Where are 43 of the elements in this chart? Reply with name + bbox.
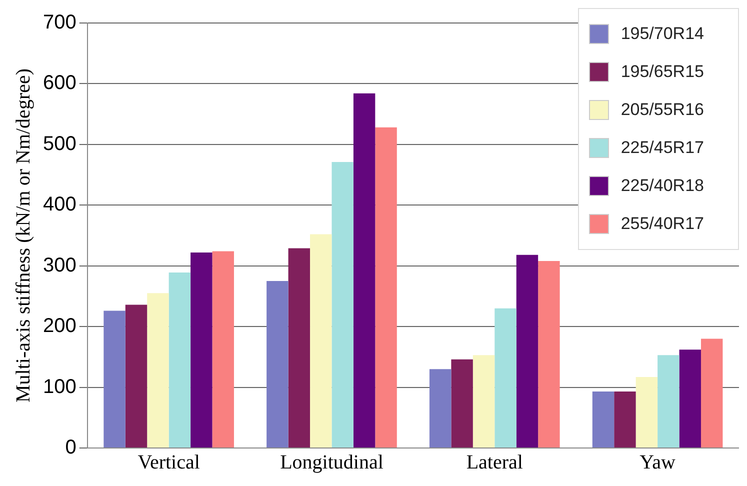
bar	[125, 304, 148, 448]
y-tick-label: 400	[42, 194, 76, 216]
x-tick-label: Lateral	[466, 451, 524, 474]
y-tick-label: 300	[42, 254, 76, 276]
bar	[375, 127, 397, 448]
bar	[472, 355, 495, 448]
bar	[190, 252, 212, 448]
bar	[451, 359, 473, 448]
bar	[516, 254, 538, 448]
y-tick-label: 100	[42, 376, 76, 398]
y-tick-label: 0	[65, 436, 76, 459]
legend-label: 205/55R16	[620, 100, 704, 120]
legend-label: 225/40R18	[620, 176, 704, 196]
legend-label: 225/45R17	[620, 138, 704, 158]
bar	[658, 355, 680, 448]
legend-label: 195/65R15	[620, 62, 704, 82]
x-tick-label: Vertical	[138, 451, 200, 474]
legend-label: 195/70R14	[620, 24, 704, 44]
bar	[494, 308, 516, 448]
bar	[288, 248, 310, 448]
bar	[614, 392, 636, 448]
bar	[310, 234, 332, 448]
bar	[353, 93, 376, 448]
bar	[212, 251, 234, 448]
bar	[429, 369, 452, 448]
bar	[636, 376, 658, 448]
bar	[147, 293, 169, 448]
bar	[104, 310, 126, 448]
y-tick-label: 500	[42, 132, 76, 155]
x-tick-label: Yaw	[640, 451, 676, 474]
bar	[700, 338, 723, 448]
legend-label: 255/40R17	[620, 214, 704, 234]
bar	[168, 272, 191, 448]
y-tick-label: 600	[42, 72, 76, 94]
bar	[332, 162, 354, 448]
bar	[266, 281, 288, 448]
y-tick-label: 700	[42, 12, 76, 34]
x-tick-label: Longitudinal	[280, 451, 384, 474]
y-axis-title: Multi-axis stiffness (kN/m or Nm/degree)	[12, 68, 34, 403]
bar	[592, 392, 614, 448]
bar	[538, 261, 560, 448]
y-tick-label: 200	[42, 315, 76, 338]
bar	[679, 350, 701, 448]
